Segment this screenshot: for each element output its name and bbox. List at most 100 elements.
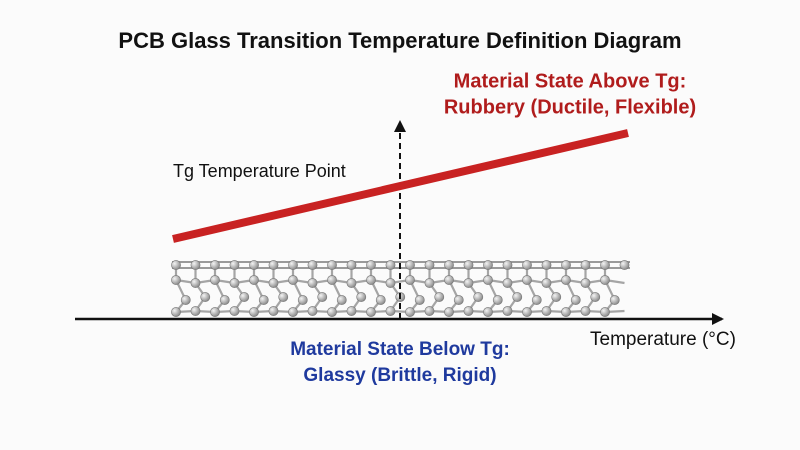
atom (502, 278, 513, 288)
atom (268, 278, 279, 288)
atom (327, 260, 337, 270)
below-tg-label: Material State Below Tg: (290, 339, 510, 360)
atom (444, 307, 454, 317)
atom (268, 260, 279, 270)
atom (512, 292, 523, 302)
atom (463, 260, 474, 270)
title: PCB Glass Transition Temperature Definit… (118, 28, 681, 53)
atom (463, 278, 474, 288)
atom (307, 278, 318, 288)
atom (239, 292, 250, 302)
atom (424, 278, 435, 288)
atom (336, 295, 347, 305)
atom (297, 295, 308, 305)
atom (171, 307, 181, 317)
atom (561, 260, 571, 270)
atom (171, 260, 181, 270)
atom (385, 306, 396, 316)
atom (541, 306, 552, 316)
atom (590, 292, 601, 302)
atom (200, 292, 211, 302)
atom (619, 260, 630, 270)
atom (307, 306, 318, 316)
atom (229, 306, 240, 316)
atom (561, 275, 571, 285)
atom (483, 307, 493, 317)
atom (424, 306, 435, 316)
atom (609, 295, 620, 305)
atom (502, 306, 513, 316)
atom (278, 292, 289, 302)
atom (356, 292, 367, 302)
atom (288, 260, 298, 270)
atom (600, 260, 610, 270)
atom (463, 306, 474, 316)
atom (405, 275, 415, 285)
atom (229, 278, 240, 288)
atom (522, 275, 532, 285)
atom (249, 260, 259, 270)
atom (190, 278, 201, 288)
atom (307, 260, 318, 270)
atom (541, 278, 552, 288)
atom (492, 295, 503, 305)
atom (190, 306, 201, 316)
atom (219, 295, 230, 305)
above-tg-label: Material State Above Tg: (454, 70, 687, 92)
atom (522, 260, 532, 270)
atom (522, 307, 532, 317)
atom (366, 260, 376, 270)
atom (249, 307, 259, 317)
atom (600, 307, 610, 317)
atom (346, 306, 357, 316)
atom (502, 260, 513, 270)
atom (531, 295, 542, 305)
atom (375, 295, 386, 305)
atom (405, 260, 415, 270)
atom (473, 292, 484, 302)
atom (346, 260, 357, 270)
atom (444, 260, 454, 270)
atom (385, 260, 396, 270)
atom (385, 278, 396, 288)
atom (580, 278, 591, 288)
atom (180, 295, 191, 305)
atom (580, 306, 591, 316)
atom (190, 260, 201, 270)
glassy-lattice (171, 260, 630, 317)
x-axis-label: Temperature (°C) (590, 329, 736, 350)
atom (444, 275, 454, 285)
atom (541, 260, 552, 270)
tg-point-label: Tg Temperature Point (173, 161, 346, 181)
atom (268, 306, 279, 316)
atom (327, 307, 337, 317)
rubbery-line (172, 129, 629, 243)
atom (210, 307, 220, 317)
atom (453, 295, 464, 305)
atom (434, 292, 445, 302)
atom (600, 275, 610, 285)
atom (346, 278, 357, 288)
below-tg-label: Glassy (Brittle, Rigid) (303, 365, 496, 386)
atom (288, 275, 298, 285)
atom (570, 295, 581, 305)
atom (210, 275, 220, 285)
atom (229, 260, 240, 270)
atom (210, 260, 220, 270)
atom (551, 292, 562, 302)
atom (483, 275, 493, 285)
atom (414, 295, 425, 305)
atom (317, 292, 328, 302)
atom (258, 295, 269, 305)
atom (405, 307, 415, 317)
atom (424, 260, 435, 270)
atom (561, 307, 571, 317)
atom (327, 275, 337, 285)
above-tg-label: Rubbery (Ductile, Flexible) (444, 96, 696, 118)
atom (171, 275, 181, 285)
atom (580, 260, 591, 270)
atom (366, 275, 376, 285)
atom (366, 307, 376, 317)
atom (249, 275, 259, 285)
